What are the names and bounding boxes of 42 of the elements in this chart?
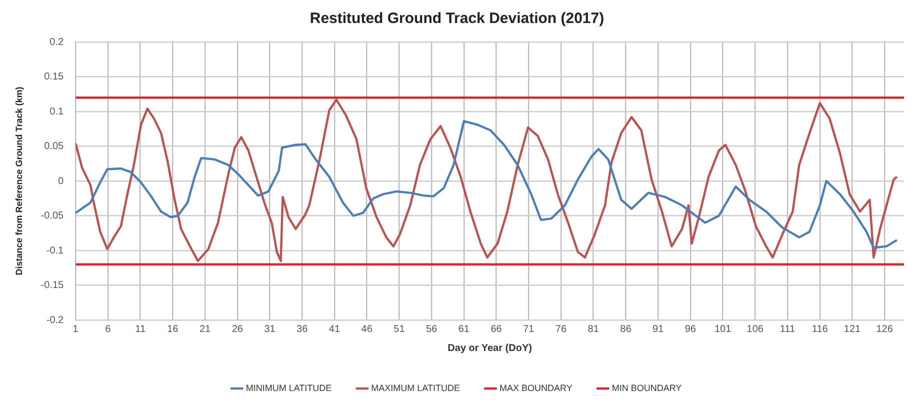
x-tick-label: 91	[652, 324, 664, 335]
x-tick-label: 16	[167, 324, 179, 335]
x-tick-label: 66	[490, 324, 502, 335]
y-tick-label: 0.2	[50, 36, 64, 48]
y-tick-label: 0	[58, 176, 64, 187]
x-tick-label: 71	[523, 324, 535, 335]
y-tick-label: -0.05	[40, 210, 64, 222]
x-tick-label: 106	[746, 324, 764, 335]
x-tick-label: 51	[394, 324, 406, 335]
x-tick-label: 31	[264, 324, 276, 335]
x-tick-label: 126	[876, 324, 894, 335]
y-tick-label: -0.1	[46, 245, 64, 256]
x-tick-label: 61	[458, 324, 470, 335]
y-tick-label: 0.15	[44, 72, 64, 82]
legend-label: MAX BOUNDARY	[499, 382, 572, 393]
y-axis-title: Distance from Reference Ground Track (km)	[14, 86, 24, 276]
x-tick-label: 56	[426, 324, 438, 335]
x-tick-label: 121	[844, 324, 862, 335]
x-tick-label: 76	[555, 324, 567, 335]
x-tick-label: 41	[328, 324, 340, 335]
x-tick-label: 6	[105, 324, 112, 335]
legend-label: MAXIMUM LATITUDE	[371, 382, 460, 393]
y-tick-label: -0.2	[46, 314, 64, 326]
x-tick-label: 116	[812, 324, 828, 335]
x-tick-label: 11	[135, 324, 146, 335]
x-tick-label: 111	[780, 324, 796, 335]
legend-label: MINIMUM LATITUDE	[246, 382, 332, 393]
legend-label: MIN BOUNDARY	[612, 382, 682, 393]
x-tick-label: 96	[684, 324, 696, 335]
x-tick-label: 101	[714, 324, 732, 335]
x-tick-label: 81	[588, 324, 600, 335]
x-tick-label: 86	[620, 324, 632, 335]
y-tick-label: 0.05	[44, 141, 64, 152]
y-tick-label: -0.15	[40, 280, 64, 291]
x-tick-label: 36	[296, 324, 308, 335]
x-tick-label: 46	[361, 324, 373, 335]
y-tick-label: 0.1	[50, 106, 64, 118]
x-axis-title: Day or Year (DoY)	[448, 342, 532, 354]
chart-title: Restituted Ground Track Deviation (2017)	[310, 10, 604, 28]
x-tick-label: 26	[232, 324, 244, 335]
x-tick-label: 1	[72, 324, 79, 335]
x-tick-label: 21	[199, 324, 212, 335]
